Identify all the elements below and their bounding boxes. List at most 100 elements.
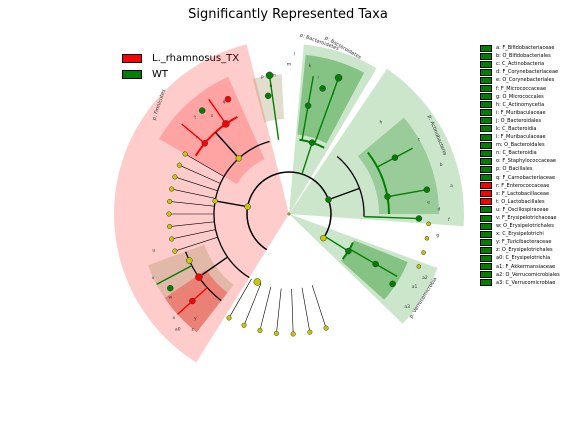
leaf-branch [291,288,294,334]
clade-letter: a2 [422,275,428,281]
key-item: h: C_Actinomycetia [480,101,576,109]
key-item: c: C_Actinobacteria [480,60,576,68]
key-swatch [480,279,492,287]
key-text: a3: C_Verrucomicrobiae [496,279,556,286]
clade-letter: v [152,276,155,281]
tree-node [372,260,379,268]
clade-letter: z [191,327,194,332]
key-item: e: O_Corynebacteriales [480,76,576,84]
key-text: t: O_Lactobacillales [496,198,545,205]
key-swatch [480,109,492,117]
key-text: c: C_Actinobacteria [496,61,545,68]
tree-node [320,234,327,242]
clade-letter: a [450,184,453,189]
key-text: n: C_Bacteroidia [496,150,537,157]
clade-letter: l [294,52,295,58]
clade-letter: h [379,120,382,126]
leaf-branch [184,153,225,177]
key-text: y: F_Turicibacteraceae [496,239,552,246]
branch-line [313,77,340,144]
branch-line [181,123,206,144]
key-swatch [480,60,492,68]
leaf-branch [179,164,221,184]
key-item: b: O_Bifidobacteriales [480,52,576,60]
clade-letter: k [309,63,312,69]
key-swatch [480,230,492,238]
key-item: d: F_Corynebacteriaceae [480,68,576,76]
tree-node [198,107,206,114]
key-item: m: O_Bacteroidales [480,141,576,149]
key-text: e: O_Corynebacteriales [496,77,555,84]
key-item: l: F_Muribaculaceae [480,133,576,141]
tree-node [308,139,316,146]
key-text: w: O_Erysipelotrichales [496,223,554,230]
key-swatch [480,174,492,182]
key-text: a2: O_Verrucomicrobiales [496,271,560,278]
leaf-branch [243,283,262,326]
leaf-node [424,236,430,241]
key-text: h: C_Actinomycetia [496,101,545,108]
clade-letter: s [211,114,214,119]
key-text: x: C_Erysipelotrichi [496,231,544,238]
key-swatch [480,93,492,101]
key-swatch [480,76,492,84]
leaf-node [169,236,175,242]
tree-node [325,196,332,203]
tree-node [201,140,208,147]
firmicutes-sector [113,44,289,363]
key-item: v: F_Erysipelotrichaceae [480,214,576,222]
actinobacteria-arc [336,156,365,217]
branch-line [198,256,228,278]
key-item: w: O_Erysipelotrichales [480,222,576,230]
key-swatch [480,182,492,190]
key-text: m: O_Bacteroidales [496,142,545,149]
key-item: a: F_Bifidobacteriaceae [480,44,576,52]
leaf-branch [276,288,282,334]
leaf-branch [174,236,218,252]
branch-line [328,187,360,201]
key-text: f: F_Micrococcaceae [496,85,547,92]
key-text: a1: F_Akkermansiaceae [496,263,556,270]
key-text: u: F_Oscillospiraceae [496,206,549,213]
branch-line [208,98,227,125]
key-item: a1: F_Akkermansiaceae [480,263,576,271]
tree-node [415,215,423,222]
clade-letter: p [261,75,264,80]
tree-node [389,280,396,288]
leaf-branch [174,176,218,192]
leaf-node [166,211,172,217]
key-text: g: O_Micrococcales [496,93,544,100]
clade-letter: a1 [412,284,418,290]
clade-letter: m [287,63,291,68]
legend: L._rhamnosus_TX WT [122,50,239,82]
key-swatch [480,198,492,206]
branch-line [214,131,240,159]
leaf-node [167,198,173,205]
key-swatch [480,263,492,271]
key-text: k: C_Bacteroidia [496,125,537,132]
leaf-node [290,331,296,337]
clade-letter: n [273,73,276,78]
key-swatch [480,44,492,52]
tree-node [224,95,232,103]
clade-letter: a0 [175,327,181,333]
tree-node [391,154,399,161]
leaf-node [172,174,178,180]
key-text: a: F_Bifidobacteriaceae [496,45,555,52]
key-text: d: F_Corynebacteriaceae [496,69,559,76]
tree-node [167,284,174,292]
clade-letter: b [440,162,443,168]
clade-key-list: a: F_Bifidobacteriaceae b: O_Bifidobacter… [480,44,576,287]
key-text: l: F_Muribaculaceae [496,134,546,141]
erysipelotrichi-sector [148,244,234,333]
leaf-node [273,330,280,336]
clade-letter: i [317,75,318,81]
key-item: f: F_Micrococcaceae [480,84,576,93]
clade-letter: e [427,200,430,205]
clade-letter: t [194,114,196,120]
leaf-node [176,162,182,168]
tree-node [287,212,291,216]
key-item: a3: C_Verrucomicrobiae [480,279,576,287]
